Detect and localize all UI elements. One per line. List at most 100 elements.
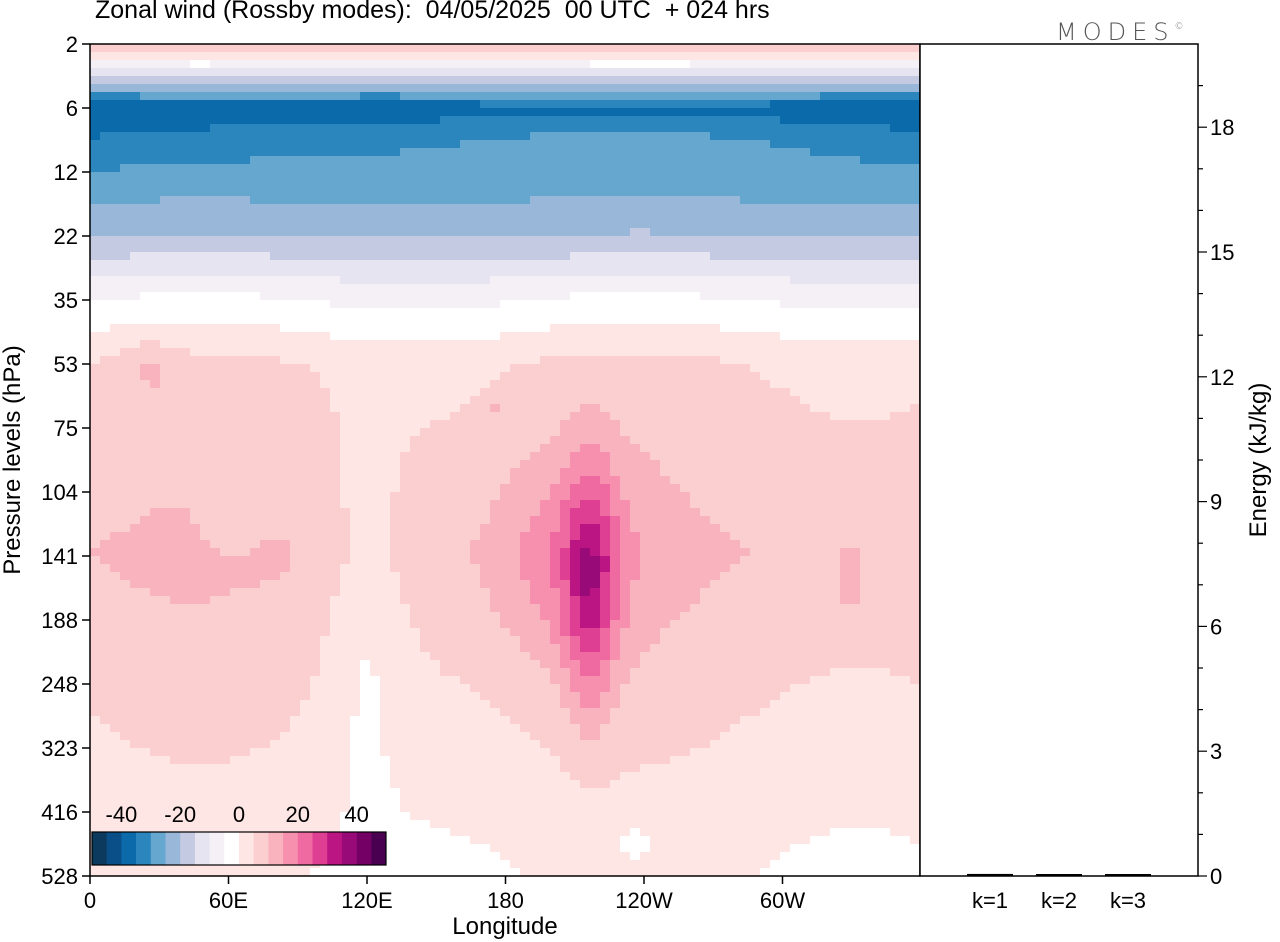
field-cell — [190, 372, 201, 381]
field-cell — [710, 268, 721, 277]
field-cell — [910, 340, 920, 349]
field-cell — [590, 188, 601, 197]
field-cell — [390, 236, 401, 245]
field-cell — [410, 148, 421, 157]
field-cell — [660, 492, 671, 501]
field-cell — [510, 116, 521, 125]
field-cell — [580, 404, 591, 413]
field-cell — [880, 380, 891, 389]
field-cell — [750, 60, 761, 69]
field-cell — [870, 460, 881, 469]
field-cell — [100, 204, 111, 213]
field-cell — [760, 164, 771, 173]
field-cell — [790, 492, 801, 501]
field-cell — [500, 492, 511, 501]
field-cell — [540, 468, 551, 477]
field-cell — [120, 276, 131, 285]
field-cell — [670, 484, 681, 493]
field-cell — [600, 380, 611, 389]
field-cell — [200, 244, 211, 253]
field-cell — [280, 140, 291, 149]
field-cell — [360, 308, 371, 317]
field-cell — [450, 188, 461, 197]
field-cell — [770, 444, 781, 453]
field-cell — [250, 76, 261, 85]
field-cell — [910, 308, 920, 317]
field-cell — [890, 276, 901, 285]
field-cell — [560, 332, 571, 341]
field-cell — [420, 372, 431, 381]
field-cell — [360, 228, 371, 237]
wind-field — [90, 44, 920, 876]
field-cell — [910, 164, 920, 173]
field-cell — [250, 292, 261, 301]
field-cell — [370, 140, 381, 149]
field-cell — [760, 52, 771, 61]
field-cell — [610, 84, 621, 93]
field-cell — [580, 428, 591, 437]
field-cell — [90, 364, 101, 373]
field-cell — [370, 188, 381, 197]
field-cell — [620, 404, 631, 413]
field-cell — [910, 292, 920, 301]
field-cell — [260, 172, 271, 181]
field-cell — [90, 380, 101, 389]
field-cell — [130, 252, 141, 261]
field-cell — [380, 52, 391, 61]
field-cell — [480, 276, 491, 285]
field-cell — [750, 476, 761, 485]
field-cell — [200, 364, 211, 373]
field-cell — [130, 172, 141, 181]
field-cell — [240, 332, 251, 341]
field-cell — [840, 92, 851, 101]
field-cell — [450, 484, 461, 493]
field-cell — [520, 140, 531, 149]
field-cell — [560, 268, 571, 277]
field-cell — [740, 444, 751, 453]
field-cell — [100, 476, 111, 485]
field-cell — [100, 260, 111, 269]
field-cell — [850, 508, 861, 517]
field-cell — [890, 460, 901, 469]
field-cell — [720, 356, 731, 365]
field-cell — [100, 340, 111, 349]
field-cell — [340, 396, 351, 405]
field-cell — [850, 108, 861, 117]
field-cell — [720, 516, 731, 525]
field-cell — [740, 100, 751, 109]
field-cell — [550, 148, 561, 157]
field-cell — [400, 172, 411, 181]
field-cell — [530, 100, 541, 109]
field-cell — [850, 260, 861, 269]
field-cell — [260, 204, 271, 213]
field-cell — [610, 332, 621, 341]
field-cell — [630, 140, 641, 149]
field-cell — [840, 84, 851, 93]
field-cell — [710, 108, 721, 117]
field-cell — [550, 468, 561, 477]
field-cell — [440, 156, 451, 165]
field-cell — [600, 148, 611, 157]
field-cell — [390, 292, 401, 301]
field-cell — [580, 44, 591, 53]
field-cell — [530, 172, 541, 181]
field-cell — [150, 84, 161, 93]
field-cell — [570, 308, 581, 317]
field-cell — [910, 172, 920, 181]
field-cell — [710, 276, 721, 285]
field-cell — [870, 516, 881, 525]
field-cell — [150, 428, 161, 437]
field-cell — [740, 356, 751, 365]
field-cell — [450, 172, 461, 181]
field-cell — [390, 100, 401, 109]
field-cell — [480, 212, 491, 221]
field-cell — [280, 220, 291, 229]
field-cell — [110, 316, 121, 325]
field-cell — [250, 252, 261, 261]
field-cell — [460, 236, 471, 245]
field-cell — [660, 420, 671, 429]
field-cell — [830, 220, 841, 229]
field-cell — [560, 108, 571, 117]
field-cell — [690, 404, 701, 413]
field-cell — [120, 132, 131, 141]
